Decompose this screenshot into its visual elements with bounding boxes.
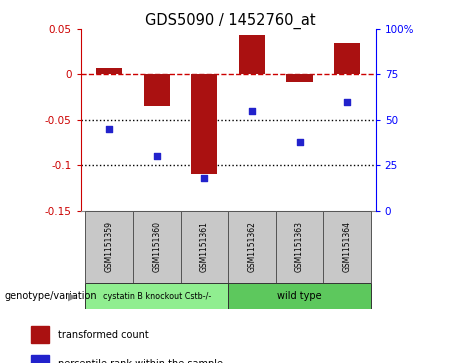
Bar bbox=[31, 326, 49, 343]
Point bbox=[296, 139, 303, 144]
FancyBboxPatch shape bbox=[181, 211, 228, 283]
Bar bbox=[31, 355, 49, 363]
Point bbox=[343, 99, 351, 105]
Text: GSM1151362: GSM1151362 bbox=[248, 221, 256, 272]
Point bbox=[106, 126, 113, 132]
Text: GSM1151361: GSM1151361 bbox=[200, 221, 209, 272]
Point bbox=[153, 153, 160, 159]
Text: GSM1151360: GSM1151360 bbox=[152, 221, 161, 272]
Bar bbox=[286, 74, 313, 82]
Text: percentile rank within the sample: percentile rank within the sample bbox=[58, 359, 223, 363]
Text: GSM1151363: GSM1151363 bbox=[295, 221, 304, 272]
Bar bbox=[96, 68, 122, 74]
Text: wild type: wild type bbox=[277, 291, 322, 301]
Bar bbox=[239, 36, 265, 74]
FancyBboxPatch shape bbox=[85, 283, 228, 309]
Text: genotype/variation: genotype/variation bbox=[5, 291, 97, 301]
FancyBboxPatch shape bbox=[276, 211, 323, 283]
FancyBboxPatch shape bbox=[133, 211, 181, 283]
Text: cystatin B knockout Cstb-/-: cystatin B knockout Cstb-/- bbox=[103, 292, 211, 301]
Bar bbox=[334, 43, 360, 74]
Text: transformed count: transformed count bbox=[58, 330, 148, 340]
Bar bbox=[191, 74, 218, 174]
Text: GSM1151359: GSM1151359 bbox=[105, 221, 114, 272]
Text: GDS5090 / 1452760_at: GDS5090 / 1452760_at bbox=[145, 13, 316, 29]
FancyBboxPatch shape bbox=[323, 211, 371, 283]
FancyBboxPatch shape bbox=[85, 211, 133, 283]
Text: ▶: ▶ bbox=[68, 291, 76, 301]
FancyBboxPatch shape bbox=[228, 211, 276, 283]
Point bbox=[248, 108, 256, 114]
Bar bbox=[144, 74, 170, 106]
Text: GSM1151364: GSM1151364 bbox=[343, 221, 352, 272]
Point bbox=[201, 175, 208, 181]
FancyBboxPatch shape bbox=[228, 283, 371, 309]
